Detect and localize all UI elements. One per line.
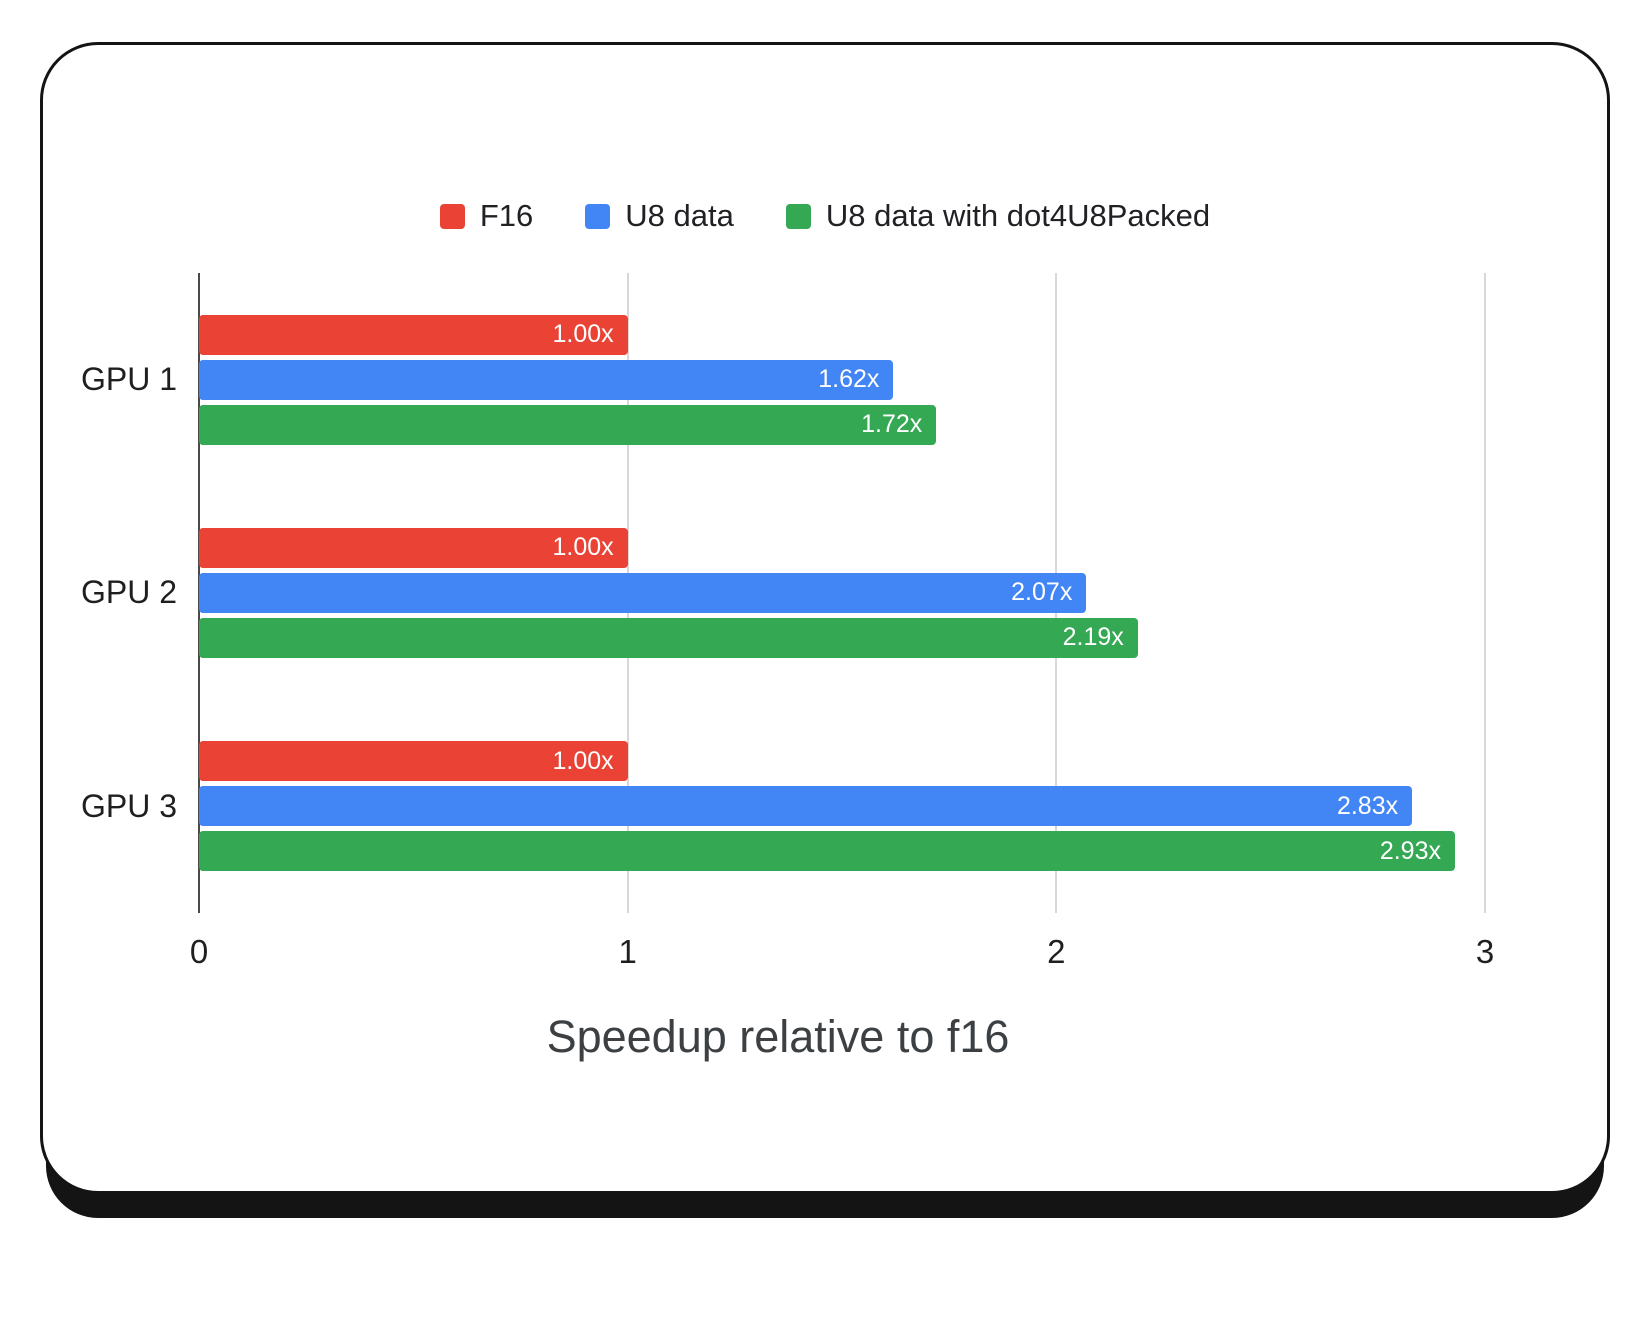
bar-value-label: 1.62x: [818, 365, 880, 394]
chart-body: GPU 1 GPU 2 GPU 3 1.00x 1.62x 1.72x 1.00x 2.07…: [71, 273, 1494, 985]
legend-swatch-icon: [439, 203, 465, 229]
legend-item: U8 data with dot4U8Packed: [785, 198, 1211, 234]
legend-item: U8 data: [585, 198, 734, 234]
category-label: GPU 1: [80, 361, 177, 398]
chart-area: GPU 1 GPU 2 GPU 3 1.00x 1.62x 1.72x 1.00x 2.07…: [43, 237, 1607, 1063]
bar-group: 1.00x 2.83x 2.93x: [199, 741, 1485, 872]
bar-value-label: 1.00x: [552, 746, 614, 775]
bar-groups: 1.00x 1.62x 1.72x 1.00x 2.07x 2.19x 1.00x 2.83x…: [199, 273, 1485, 913]
bar: 1.62x: [199, 359, 894, 400]
bar: 1.00x: [199, 527, 628, 568]
x-axis-title: Speedup relative to f16: [546, 1011, 1010, 1062]
bar: 1.00x: [199, 741, 628, 782]
chart-legend: F16 U8 data U8 data with dot4U8Packed: [43, 45, 1607, 237]
bar: 2.83x: [199, 786, 1413, 827]
legend-label: U8 data with dot4U8Packed: [825, 198, 1211, 233]
bar: 2.07x: [199, 572, 1087, 613]
x-tick-label: 2: [1047, 933, 1066, 970]
bar-value-label: 1.00x: [552, 320, 614, 349]
legend-item: F16: [439, 198, 534, 234]
bar-value-label: 1.72x: [861, 410, 923, 439]
category-labels: GPU 1 GPU 2 GPU 3: [71, 273, 199, 913]
x-tick-label: 3: [1475, 933, 1495, 970]
legend-label: U8 data: [625, 198, 734, 233]
category-label: GPU 3: [80, 787, 177, 824]
gridline: [1484, 273, 1486, 913]
bar: 2.93x: [199, 831, 1455, 872]
category-label: GPU 2: [80, 574, 177, 611]
bar-value-label: 2.19x: [1062, 623, 1124, 652]
bar-value-label: 2.93x: [1379, 836, 1441, 865]
bar-group: 1.00x 1.62x 1.72x: [199, 314, 1485, 445]
bar: 1.00x: [199, 314, 628, 355]
bar-group: 1.00x 2.07x 2.19x: [199, 527, 1485, 658]
legend-swatch-icon: [785, 203, 811, 229]
bar-value-label: 2.83x: [1336, 791, 1399, 820]
bar: 2.19x: [199, 617, 1138, 658]
legend-label: F16: [479, 198, 534, 233]
x-axis-ticks: 0 1 2 3: [190, 913, 1494, 985]
x-tick-label: 0: [189, 933, 209, 970]
x-tick-label: 1: [618, 933, 637, 970]
bar-value-label: 1.00x: [552, 533, 614, 562]
bar: 1.72x: [199, 404, 937, 445]
bar-value-label: 2.07x: [1011, 578, 1073, 607]
plot-area: 1.00x 1.62x 1.72x 1.00x 2.07x 2.19x 1.00x 2.83x…: [198, 273, 1486, 913]
legend-swatch-icon: [585, 203, 611, 229]
chart-card: F16 U8 data U8 data with dot4U8Packed GPU …: [40, 42, 1610, 1194]
plot-column: 1.00x 1.62x 1.72x 1.00x 2.07x 2.19x 1.00x 2.83x…: [190, 273, 1494, 985]
